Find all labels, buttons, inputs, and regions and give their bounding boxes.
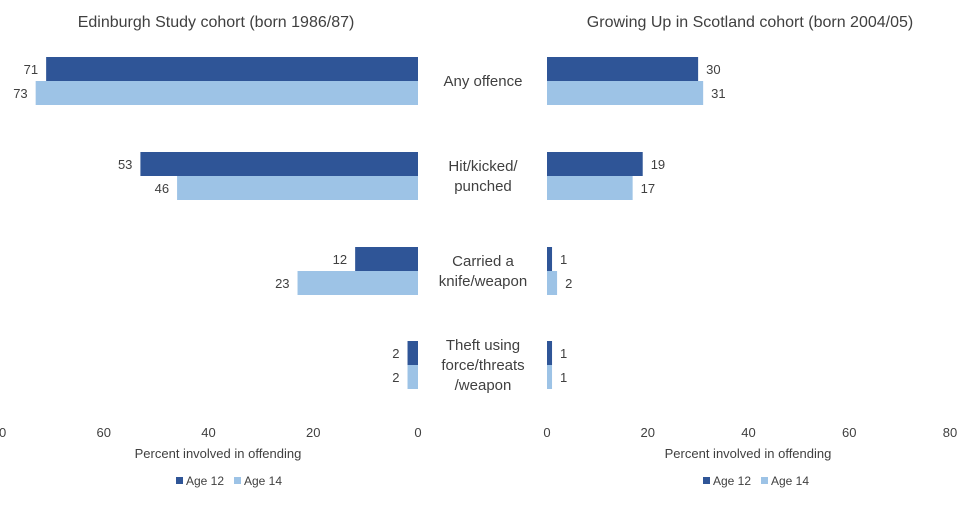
edinburgh-chart-title: Edinburgh Study cohort (born 1986/87) <box>78 14 355 31</box>
edinburgh-bar-age14-2 <box>297 271 418 295</box>
edinburgh-data-label: 12 <box>333 252 347 267</box>
edinburgh-x-tick-label: 80 <box>0 425 6 440</box>
gus-legend-swatch-age12 <box>703 477 710 484</box>
category-label-line: Theft using <box>446 337 520 354</box>
edinburgh-legend-label: Age 12 <box>186 474 224 488</box>
gus-x-tick-label: 60 <box>842 425 856 440</box>
category-label-line: force/threats <box>441 357 524 374</box>
edinburgh-bar-age12-2 <box>355 247 418 271</box>
gus-legend-swatch-age14 <box>761 477 768 484</box>
gus-x-tick-label: 20 <box>641 425 655 440</box>
category-label-line: Hit/kicked/ <box>448 158 518 175</box>
edinburgh-x-tick-label: 60 <box>97 425 111 440</box>
gus-x-tick-label: 0 <box>543 425 550 440</box>
edinburgh-data-label: 2 <box>392 346 399 361</box>
edinburgh-x-tick-label: 20 <box>306 425 320 440</box>
edinburgh-bar-age12-1 <box>140 152 418 176</box>
category-label-line: Any offence <box>444 73 523 90</box>
category-label-line: knife/weapon <box>439 273 527 290</box>
edinburgh-data-label: 2 <box>392 370 399 385</box>
gus-data-label: 2 <box>565 276 572 291</box>
gus-bar-age12-0 <box>547 57 699 81</box>
gus-x-axis-title: Percent involved in offending <box>665 446 832 461</box>
edinburgh-legend-label: Age 14 <box>244 474 282 488</box>
gus-data-label: 30 <box>706 62 720 77</box>
gus-bar-age12-2 <box>547 247 553 271</box>
edinburgh-x-tick-label: 0 <box>414 425 421 440</box>
edinburgh-bar-age14-3 <box>407 365 418 389</box>
edinburgh-legend-swatch-age12 <box>176 477 183 484</box>
gus-legend-label: Age 14 <box>771 474 809 488</box>
category-label-line: /weapon <box>455 377 512 394</box>
edinburgh-bar-age12-3 <box>407 341 418 365</box>
gus-bar-age14-2 <box>547 271 558 295</box>
edinburgh-bar-age12-0 <box>46 57 418 81</box>
edinburgh-legend-swatch-age14 <box>234 477 241 484</box>
gus-data-label: 1 <box>560 370 567 385</box>
category-label-line: Carried a <box>452 253 514 270</box>
gus-chart-title: Growing Up in Scotland cohort (born 2004… <box>587 14 913 31</box>
gus-bar-age14-3 <box>547 365 553 389</box>
edinburgh-data-label: 71 <box>24 62 38 77</box>
gus-bar-age14-0 <box>547 81 704 105</box>
gus-legend-label: Age 12 <box>713 474 751 488</box>
gus-data-label: 19 <box>651 157 665 172</box>
gus-data-label: 17 <box>641 181 655 196</box>
edinburgh-data-label: 73 <box>13 86 27 101</box>
category-label-line: punched <box>454 178 512 195</box>
edinburgh-data-label: 53 <box>118 157 132 172</box>
gus-bar-age12-1 <box>547 152 643 176</box>
gus-data-label: 1 <box>560 346 567 361</box>
edinburgh-data-label: 46 <box>155 181 169 196</box>
gus-data-label: 1 <box>560 252 567 267</box>
edinburgh-bar-age14-0 <box>35 81 418 105</box>
gus-data-label: 31 <box>711 86 725 101</box>
gus-x-tick-label: 40 <box>741 425 755 440</box>
edinburgh-x-tick-label: 40 <box>201 425 215 440</box>
edinburgh-x-axis-title: Percent involved in offending <box>135 446 302 461</box>
edinburgh-bar-age14-1 <box>177 176 418 200</box>
edinburgh-data-label: 23 <box>275 276 289 291</box>
gus-x-tick-label: 80 <box>943 425 957 440</box>
gus-bar-age12-3 <box>547 341 553 365</box>
gus-bar-age14-1 <box>547 176 633 200</box>
